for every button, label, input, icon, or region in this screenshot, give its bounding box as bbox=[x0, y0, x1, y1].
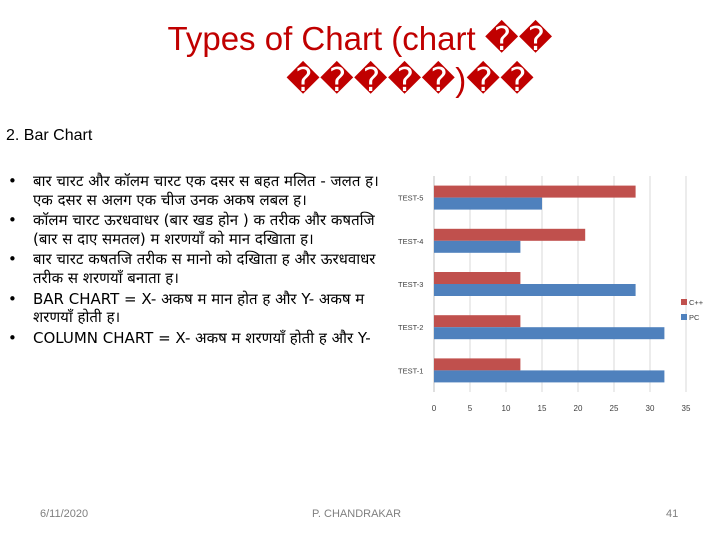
x-tick-label: 0 bbox=[432, 404, 437, 413]
footer-author: P. CHANDRAKAR bbox=[312, 508, 402, 520]
bullet-text: BAR CHART = X- अकष म मान होत ह और Y- अकष… bbox=[33, 289, 365, 327]
bar-pc bbox=[434, 240, 521, 253]
y-category-label: TEST-1 bbox=[398, 366, 423, 375]
bar-chart: 0 5 10 15 20 25 30 35 TEST-1 TEST-2 TEST-3 TEST-4 TE… bbox=[398, 176, 704, 413]
x-tick-label: 5 bbox=[468, 404, 473, 413]
bullet-text: बार चारट और कॉलम चारट एक दसर स बहत मलित … bbox=[33, 172, 379, 209]
bullet-item: • COLUMN CHART = X- अकष म शरणयाँ होती ह औ… bbox=[8, 329, 398, 348]
bullet-marker: • bbox=[8, 289, 17, 308]
slide-subtitle: 2. Bar Chart bbox=[6, 127, 93, 144]
bullet-marker: • bbox=[8, 250, 17, 269]
bullet-marker: • bbox=[8, 172, 17, 190]
legend-label: C++ bbox=[689, 298, 704, 307]
bar-c- bbox=[434, 228, 586, 241]
bar-pc bbox=[434, 327, 665, 340]
x-tick-label: 20 bbox=[574, 404, 583, 413]
legend-swatch bbox=[681, 314, 687, 320]
bar-pc bbox=[434, 284, 636, 296]
bullet-item: • कॉलम चारट ऊरधवाधर (बार खड होन ) क तरीक … bbox=[8, 211, 398, 248]
bullet-list: • बार चारट और कॉलम चारट एक दसर स बहत मलित… bbox=[8, 172, 398, 349]
bar-pc bbox=[434, 197, 542, 210]
slide-title-line-2: �����)�� bbox=[286, 61, 534, 98]
bar-c- bbox=[434, 315, 521, 328]
bullet-text: COLUMN CHART = X- अकष म शरणयाँ होती ह और… bbox=[33, 328, 371, 347]
x-tick-label: 15 bbox=[538, 404, 547, 413]
bullet-item: • बार चारट और कॉलम चारट एक दसर स बहत मलित… bbox=[8, 172, 398, 209]
y-category-label: TEST-3 bbox=[398, 280, 423, 289]
bar-pc bbox=[434, 370, 665, 383]
slide-title-line-1: Types of Chart (chart �� bbox=[167, 20, 553, 57]
x-tick-label: 30 bbox=[646, 404, 655, 413]
bullet-marker: • bbox=[8, 211, 17, 230]
page-number: 41 bbox=[666, 508, 679, 520]
bullet-item: • BAR CHART = X- अकष म मान होत ह और Y- अक… bbox=[8, 290, 398, 327]
bullet-text: कॉलम चारट ऊरधवाधर (बार खड होन ) क तरीक औ… bbox=[33, 211, 375, 248]
bullet-item: • बार चारट कषतजि तरीक स मानो को दखिाता ह … bbox=[8, 250, 398, 287]
y-category-label: TEST-4 bbox=[398, 237, 423, 246]
bullet-marker: • bbox=[8, 328, 17, 347]
footer-date: 6/11/2020 bbox=[40, 508, 89, 520]
y-category-label: TEST-5 bbox=[398, 194, 423, 203]
slide-title: Types of Chart (chart �� �����)�� bbox=[0, 18, 720, 100]
bar-c- bbox=[434, 272, 521, 284]
bullet-text: बार चारट कषतजि तरीक स मानो को दखिाता ह औ… bbox=[33, 250, 376, 287]
bar-c- bbox=[434, 185, 636, 198]
x-tick-label: 25 bbox=[610, 404, 619, 413]
x-tick-label: 10 bbox=[502, 404, 511, 413]
x-tick-label: 35 bbox=[682, 404, 691, 413]
bar-c- bbox=[434, 358, 521, 371]
y-category-label: TEST-2 bbox=[398, 323, 423, 332]
legend-swatch bbox=[681, 299, 687, 305]
legend-label: PC bbox=[689, 313, 700, 322]
